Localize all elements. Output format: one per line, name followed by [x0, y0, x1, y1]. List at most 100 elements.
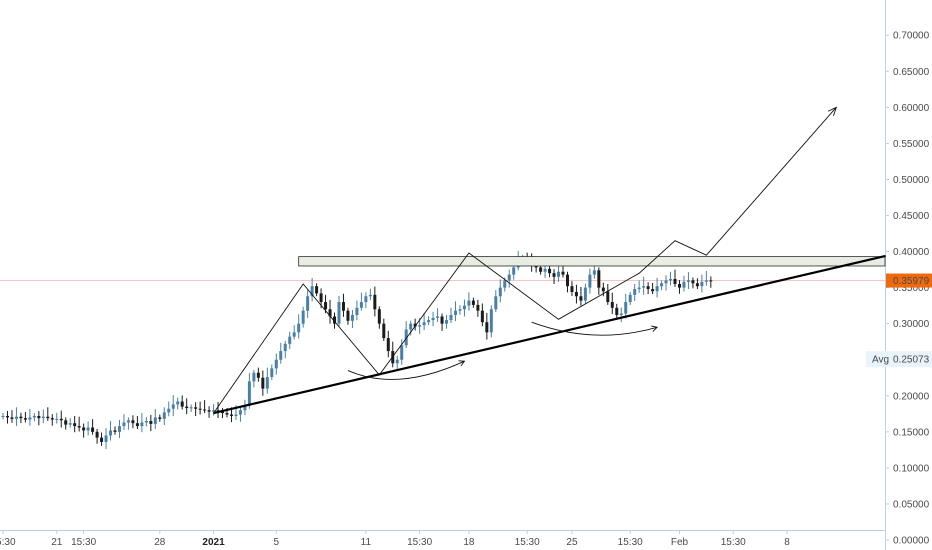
price-tick-label: 0.05000 [893, 499, 930, 510]
candle-body [539, 267, 543, 272]
average-value: 0.25073 [893, 355, 930, 366]
time-axis[interactable]: 15:30 21 15:30 28 2021 5 11 15:30 18 15:30 25 15:30… [0, 530, 790, 548]
candle-body [185, 406, 189, 409]
candle-body [395, 359, 399, 364]
time-tick-label: 21 [51, 537, 63, 548]
curved-arrowhead [458, 360, 466, 367]
price-tick-label: 0.55000 [893, 139, 930, 150]
candle-body [583, 287, 587, 301]
candle-body [543, 268, 547, 272]
candle-body [418, 325, 422, 327]
time-tick-label: 28 [154, 537, 166, 548]
candle-body [14, 416, 18, 419]
candle-body [113, 430, 117, 432]
candle-body [471, 300, 475, 305]
candle-body [216, 410, 220, 412]
candle-body [162, 412, 166, 419]
curved-arrow [347, 360, 465, 380]
candle-body [306, 296, 310, 311]
candle-body [709, 280, 713, 282]
time-tick-label: 25 [566, 537, 578, 548]
candle-body [601, 287, 605, 292]
candle-body [126, 420, 130, 423]
candle-body [153, 417, 157, 424]
candle-body [480, 310, 484, 323]
candle-body [55, 418, 59, 420]
candle-body [686, 280, 690, 282]
price-tick-label: 0.40000 [893, 247, 930, 258]
candle-body [131, 420, 135, 424]
candle-body [561, 271, 565, 275]
candle-body [409, 323, 413, 330]
curved-arrowhead [651, 325, 658, 332]
candle-body [400, 345, 404, 360]
candle-body [283, 343, 287, 352]
candle-body [436, 316, 440, 318]
candle-body [458, 309, 462, 311]
current-price-label: 0.35979 [893, 276, 930, 287]
candle-body [341, 302, 345, 311]
average-badge [866, 351, 932, 368]
candle-body [140, 422, 144, 427]
candle-body [86, 427, 90, 431]
candle-body [158, 417, 162, 419]
candle-body [180, 401, 184, 407]
candle-body [512, 267, 516, 275]
candle-body [274, 359, 278, 369]
candle-body [498, 287, 502, 297]
candle-body [270, 368, 274, 378]
resistance-zone [298, 256, 886, 267]
candle-body [664, 280, 668, 284]
time-tick-label: 15:30 [618, 537, 643, 548]
candle-body [413, 323, 417, 327]
candle-body [691, 280, 695, 284]
price-axis[interactable]: 0.70000 0.65000 0.60000 0.55000 0.50000 0.450… [866, 31, 932, 547]
price-tick-label: 0.60000 [893, 103, 930, 114]
candle-body [95, 431, 99, 438]
candle-body [176, 401, 180, 405]
candle-body [144, 421, 148, 423]
candle-body [171, 404, 175, 409]
candle-body [212, 410, 216, 412]
time-tick-label: Feb [671, 537, 689, 548]
candle-body [462, 305, 466, 310]
candle-body [507, 274, 511, 281]
time-tick-label: 15:30 [721, 537, 746, 548]
curved-arrow [531, 321, 658, 336]
price-tick-label: 0.65000 [893, 67, 930, 78]
candle-body [288, 336, 292, 344]
candle-body [467, 300, 471, 306]
candle-body [37, 415, 41, 419]
candle-body [552, 273, 556, 277]
candle-body [592, 270, 596, 275]
price-tick-label: 0.20000 [893, 391, 930, 402]
drawings [213, 106, 886, 415]
candle-body [265, 377, 269, 389]
candle-body [382, 323, 386, 339]
candle-body [565, 274, 569, 287]
candle-body [570, 286, 574, 292]
candle-body [422, 322, 426, 326]
candle-body [700, 281, 704, 287]
candle-body [73, 423, 77, 427]
candle-body [167, 408, 171, 413]
candle-body [682, 281, 686, 288]
candle-body [32, 415, 36, 418]
time-tick-label: 15:30 [515, 537, 540, 548]
candle-body [1, 415, 5, 417]
time-tick-label: 11 [361, 537, 372, 548]
candle-body [333, 316, 337, 324]
candle-body [292, 332, 296, 337]
plot-area[interactable] [0, 0, 886, 550]
candle-body [373, 294, 377, 310]
candle-body [252, 372, 256, 382]
candle-body [207, 410, 211, 412]
candle-body [59, 418, 63, 421]
support-trendline [213, 254, 886, 415]
price-tick-label: 0.00000 [893, 536, 930, 547]
candle-body [359, 302, 363, 308]
candle-body [404, 329, 408, 346]
candle-body [135, 423, 139, 427]
price-tick-label: 0.35000 [893, 283, 930, 294]
